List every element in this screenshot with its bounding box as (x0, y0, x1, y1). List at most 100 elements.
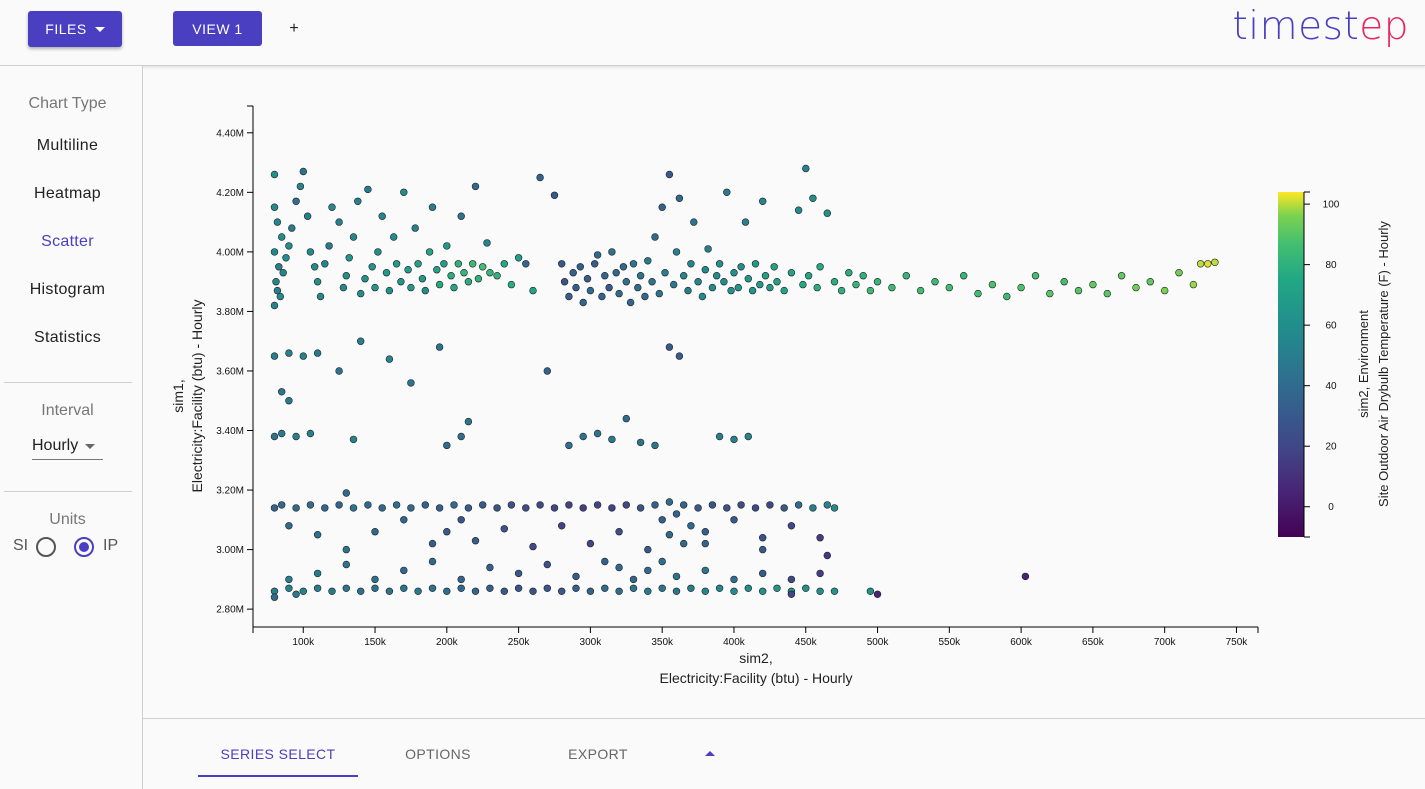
sidebar-item-scatter[interactable]: Scatter (41, 233, 94, 250)
scatter-point (690, 218, 698, 226)
unit-si-radio[interactable] (36, 537, 56, 557)
tab-series-select[interactable]: SERIES SELECT (220, 746, 336, 762)
scatter-point (605, 283, 613, 292)
scatter-point (687, 584, 695, 592)
scatter-chart[interactable]: 2.80M 3.00M 3.20M 3.40M 3.60M 3.80M 4.00M 4.20M… (143, 66, 1425, 718)
scatter-point (737, 501, 745, 509)
scatter-point (787, 590, 796, 598)
scatter-point (471, 537, 480, 545)
tab-options[interactable]: OPTIONS (405, 746, 471, 762)
scatter-point (974, 289, 982, 298)
scatter-point (464, 417, 473, 426)
sidebar-item-multiline[interactable]: Multiline (36, 137, 99, 154)
scatter-point (349, 233, 358, 241)
scatter-point (1117, 272, 1126, 280)
scatter-point (313, 584, 322, 592)
add-view-button[interactable]: + (281, 16, 307, 42)
scatter-point (615, 289, 623, 298)
scatter-point (651, 233, 659, 241)
x-tick-label: 600k (1010, 637, 1033, 648)
scatter-point (335, 218, 343, 226)
scatter-point (715, 584, 724, 592)
scatter-point (780, 504, 788, 512)
scatter-point (658, 584, 666, 592)
scatter-point (464, 504, 473, 512)
files-button[interactable]: FILES (28, 11, 122, 47)
scatter-point (845, 269, 853, 277)
scatter-point (1089, 280, 1097, 289)
scatter-point (902, 272, 910, 280)
scatter-point (816, 534, 824, 542)
scatter-point (514, 254, 523, 262)
scatter-point (569, 269, 577, 277)
scatter-point (507, 280, 516, 289)
scatter-point (591, 260, 599, 268)
scatter-point (715, 432, 724, 441)
scatter-point (1021, 572, 1030, 581)
scatter-point (1003, 292, 1011, 301)
scatter-point (669, 280, 678, 289)
collapse-panel-icon[interactable] (705, 751, 715, 756)
interval-select[interactable]: Hourly (32, 432, 103, 460)
scatter-point (675, 352, 684, 360)
scatter-point (428, 203, 437, 211)
scatter-point (285, 575, 293, 584)
scatter-point (400, 584, 408, 592)
scatter-point (873, 590, 882, 598)
scatter-point (744, 432, 752, 441)
scatter-point (335, 501, 343, 509)
scatter-point (278, 429, 286, 438)
scatter-point (382, 269, 391, 277)
scatter-point (296, 182, 305, 191)
view-tab-button[interactable]: VIEW 1 (173, 11, 262, 46)
scatter-point (270, 203, 279, 211)
x-tick-label: 350k (651, 637, 674, 648)
scatter-point (339, 283, 348, 292)
scatter-point (644, 545, 652, 554)
x-tick-label: 550k (938, 637, 961, 648)
scatter-point (285, 522, 293, 530)
scatter-point (397, 278, 405, 286)
y-tick-label: 2.80M (216, 605, 244, 616)
scatter-point (313, 349, 322, 357)
tab-export[interactable]: EXPORT (568, 746, 628, 762)
scatter-point (414, 587, 422, 595)
scatter-point (701, 587, 709, 595)
scatter-point (601, 584, 609, 592)
scatter-point (641, 292, 649, 301)
scatter-point (766, 501, 774, 509)
sidebar-item-statistics[interactable]: Statistics (33, 329, 101, 346)
scatter-point (644, 257, 652, 265)
scatter-point (507, 501, 516, 509)
scatter-point (457, 584, 465, 592)
scatter-point (945, 283, 953, 292)
scatter-point (583, 275, 592, 283)
y-axis-label-line2: Electricity:Facility (btu) - Hourly (189, 300, 205, 493)
colorbar-axis: 0 20 40 60 80 100 (1303, 191, 1340, 538)
scatter-point (279, 269, 287, 277)
scatter-point (634, 283, 642, 292)
unit-ip-radio[interactable] (74, 537, 94, 557)
scatter-point (321, 504, 329, 512)
scatter-point (698, 292, 707, 301)
scatter-point (368, 263, 376, 271)
scatter-point (598, 292, 606, 301)
y-tick-label: 4.40M (216, 128, 244, 139)
sidebar-divider (4, 382, 132, 383)
scatter-point (787, 269, 796, 277)
scatter-point (285, 349, 293, 357)
scatter-point (345, 254, 353, 262)
scatter-point (285, 242, 293, 250)
sidebar-item-histogram[interactable]: Histogram (29, 281, 106, 298)
x-tick-label: 750k (1226, 637, 1249, 648)
colorbar (1278, 192, 1304, 537)
scatter-point (837, 286, 846, 295)
scatter-point (823, 209, 831, 217)
sidebar-item-heatmap[interactable]: Heatmap (33, 185, 102, 202)
scatter-point (579, 504, 587, 512)
x-tick-label: 700k (1154, 637, 1177, 648)
scatter-point (830, 587, 839, 595)
scatter-point (576, 263, 584, 271)
scatter-point (349, 435, 358, 444)
scatter-point (615, 528, 623, 536)
